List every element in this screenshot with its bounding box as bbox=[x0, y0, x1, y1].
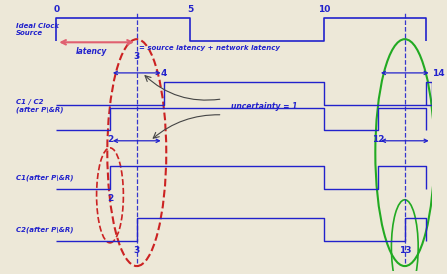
Text: 3: 3 bbox=[134, 52, 140, 61]
Text: 12: 12 bbox=[372, 135, 384, 144]
Text: 14: 14 bbox=[432, 69, 444, 78]
Text: Ideal Clock
Source: Ideal Clock Source bbox=[16, 23, 59, 36]
Text: = source latency + network latency: = source latency + network latency bbox=[139, 45, 280, 51]
Text: 4: 4 bbox=[160, 69, 167, 78]
Text: uncertainty = 1: uncertainty = 1 bbox=[231, 102, 297, 111]
Text: C1 / C2
(after P\&R): C1 / C2 (after P\&R) bbox=[16, 99, 63, 113]
Text: 2: 2 bbox=[107, 135, 113, 144]
Text: C1(after P\&R): C1(after P\&R) bbox=[16, 174, 74, 181]
Text: 3: 3 bbox=[134, 246, 140, 255]
Text: latency: latency bbox=[76, 47, 107, 56]
Text: 10: 10 bbox=[318, 5, 331, 13]
Text: 2: 2 bbox=[107, 194, 113, 203]
Text: 5: 5 bbox=[187, 5, 194, 13]
Text: 0: 0 bbox=[53, 5, 59, 13]
Text: 13: 13 bbox=[399, 246, 411, 255]
Text: C2(after P\&R): C2(after P\&R) bbox=[16, 226, 74, 233]
